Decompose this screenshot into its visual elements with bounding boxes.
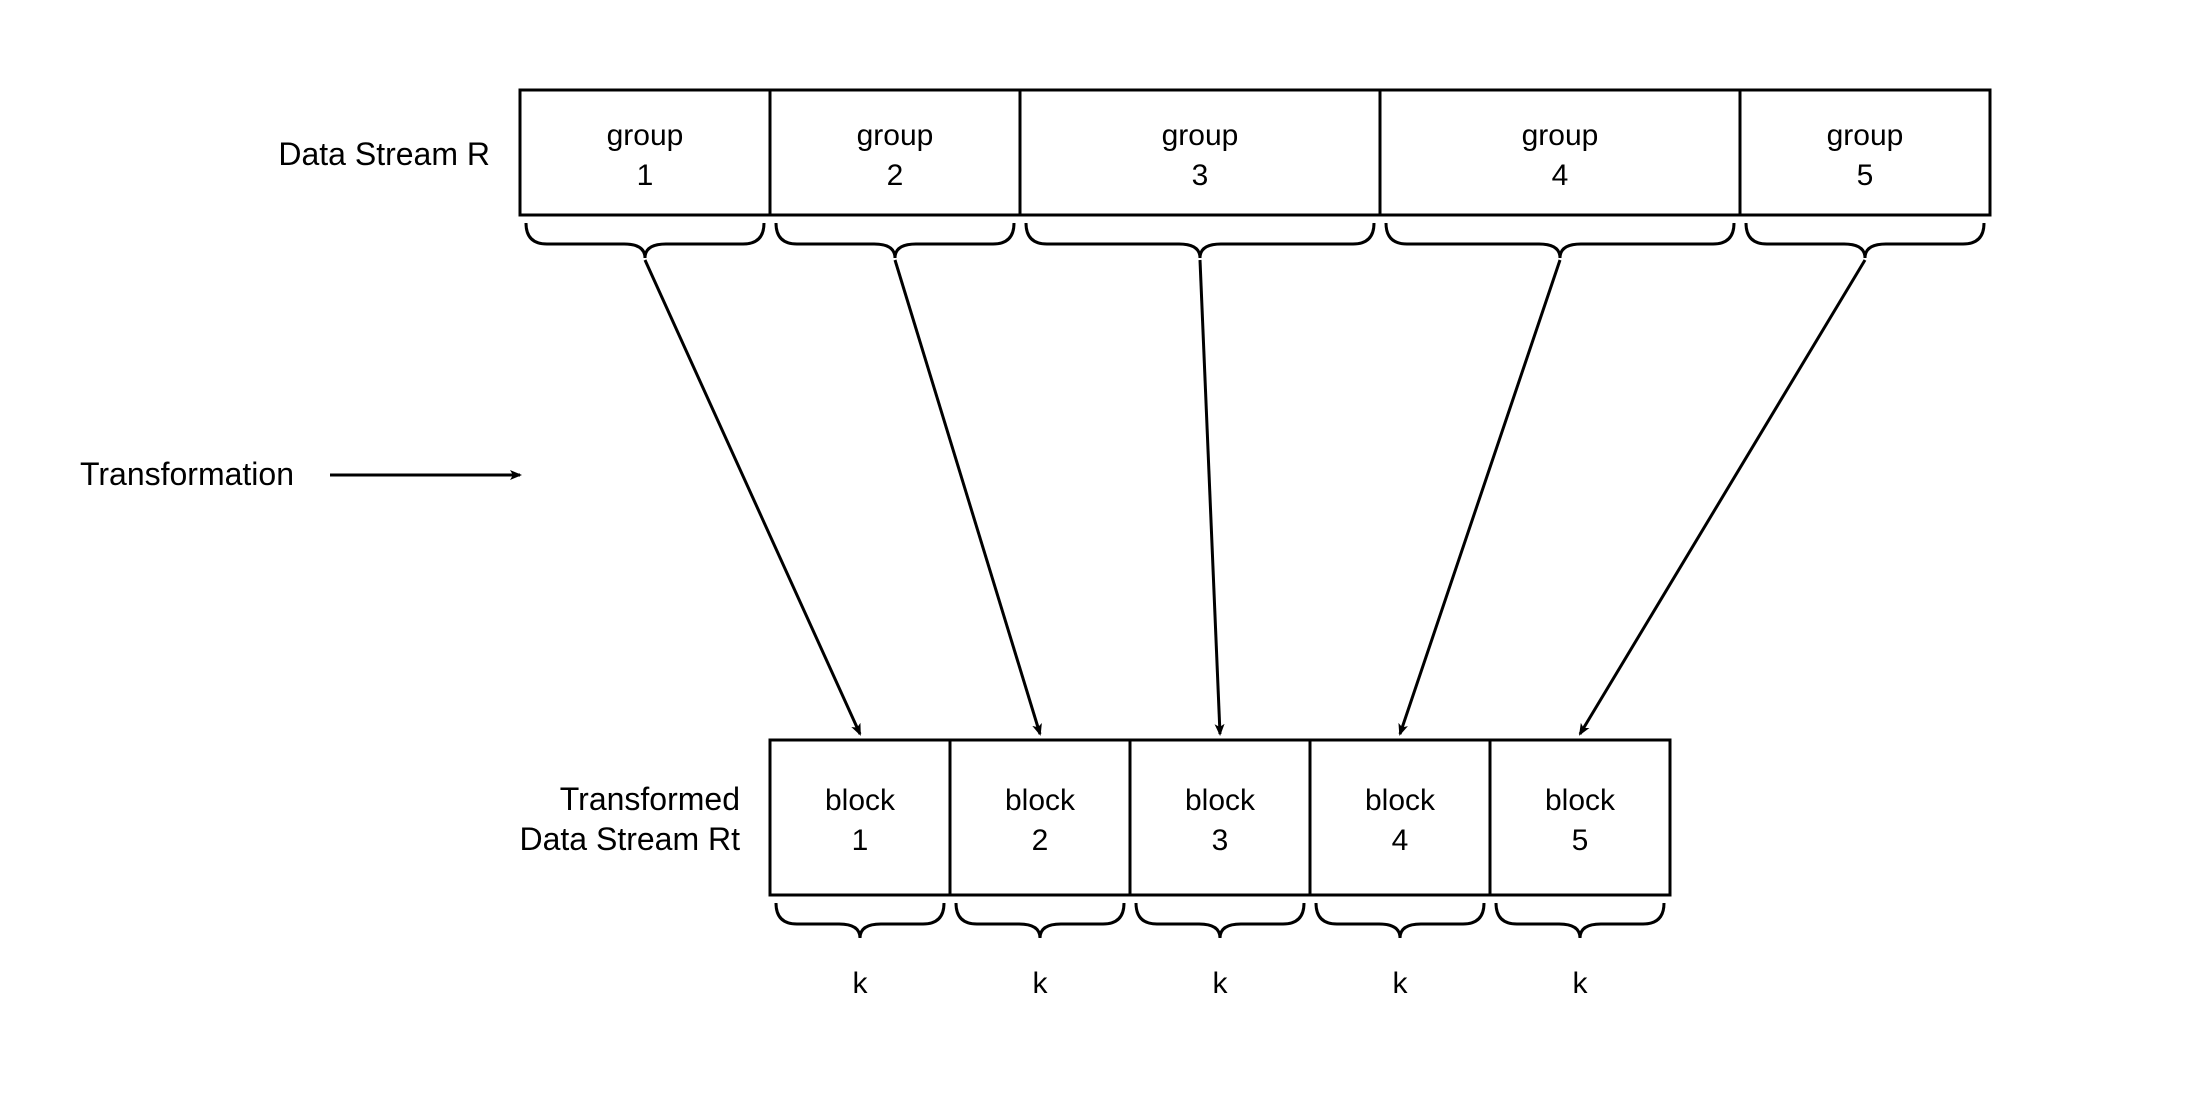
bottom-brace-5	[1496, 903, 1664, 938]
mapping-arrow-3	[1200, 260, 1220, 734]
bottom-stream-label-2: Data Stream Rt	[519, 821, 740, 857]
top-braces	[526, 223, 1984, 258]
top-box-text-5-a: group	[1827, 119, 1904, 152]
mapping-arrow-2	[895, 260, 1040, 734]
top-box-text-3-b: 3	[1192, 159, 1209, 192]
bottom-box-text-2-a: block	[1005, 784, 1076, 817]
top-box-text-1-b: 1	[637, 159, 654, 192]
bottom-braces	[776, 903, 1664, 938]
bottom-box-text-5-b: 5	[1572, 824, 1589, 857]
bottom-box-text-4-b: 4	[1392, 824, 1409, 857]
top-box-text-2-b: 2	[887, 159, 904, 192]
top-box-3	[1020, 90, 1380, 215]
transformation-label: Transformation	[80, 456, 294, 492]
top-stream-label: Data Stream R	[278, 136, 490, 172]
top-box-4	[1380, 90, 1740, 215]
top-brace-3	[1026, 223, 1374, 258]
top-box-text-4-b: 4	[1552, 159, 1569, 192]
diagram-canvas: Data Stream R group1group2group3group4gr…	[0, 0, 2203, 1105]
bottom-box-text-2-b: 2	[1032, 824, 1049, 857]
top-brace-5	[1746, 223, 1984, 258]
bottom-brace-4	[1316, 903, 1484, 938]
top-brace-4	[1386, 223, 1734, 258]
k-label-1: k	[853, 967, 869, 1000]
bottom-box-text-4-a: block	[1365, 784, 1436, 817]
k-labels: kkkkk	[853, 967, 1589, 1000]
bottom-box-text-3-a: block	[1185, 784, 1256, 817]
top-box-text-3-a: group	[1162, 119, 1239, 152]
top-box-text-1-a: group	[607, 119, 684, 152]
bottom-brace-1	[776, 903, 944, 938]
top-box-text-5-b: 5	[1857, 159, 1874, 192]
bottom-box-text-5-a: block	[1545, 784, 1616, 817]
bottom-brace-2	[956, 903, 1124, 938]
k-label-5: k	[1573, 967, 1589, 1000]
bottom-box-5	[1490, 740, 1670, 895]
k-label-4: k	[1393, 967, 1409, 1000]
top-box-5	[1740, 90, 1990, 215]
bottom-box-text-1-a: block	[825, 784, 896, 817]
bottom-box-text-1-b: 1	[852, 824, 869, 857]
top-brace-1	[526, 223, 764, 258]
mapping-arrow-4	[1400, 260, 1560, 734]
bottom-row: block 1 block 2 block 3 block 4 block 5	[770, 740, 1670, 895]
top-box-2	[770, 90, 1020, 215]
top-brace-2	[776, 223, 1014, 258]
k-label-3: k	[1213, 967, 1229, 1000]
top-box-text-4-a: group	[1522, 119, 1599, 152]
mapping-arrows	[645, 260, 1865, 734]
bottom-box-2	[950, 740, 1130, 895]
top-box-text-2-a: group	[857, 119, 934, 152]
k-label-2: k	[1033, 967, 1049, 1000]
bottom-stream-label-1: Transformed	[560, 781, 740, 817]
bottom-brace-3	[1136, 903, 1304, 938]
mapping-arrow-1	[645, 260, 860, 734]
bottom-box-1	[770, 740, 950, 895]
bottom-box-3	[1130, 740, 1310, 895]
top-box-1	[520, 90, 770, 215]
top-row: group 1 group 2 group 3 group 4 group 5	[520, 90, 1990, 215]
bottom-box-text-3-b: 3	[1212, 824, 1229, 857]
bottom-box-4	[1310, 740, 1490, 895]
mapping-arrow-5	[1580, 260, 1865, 734]
